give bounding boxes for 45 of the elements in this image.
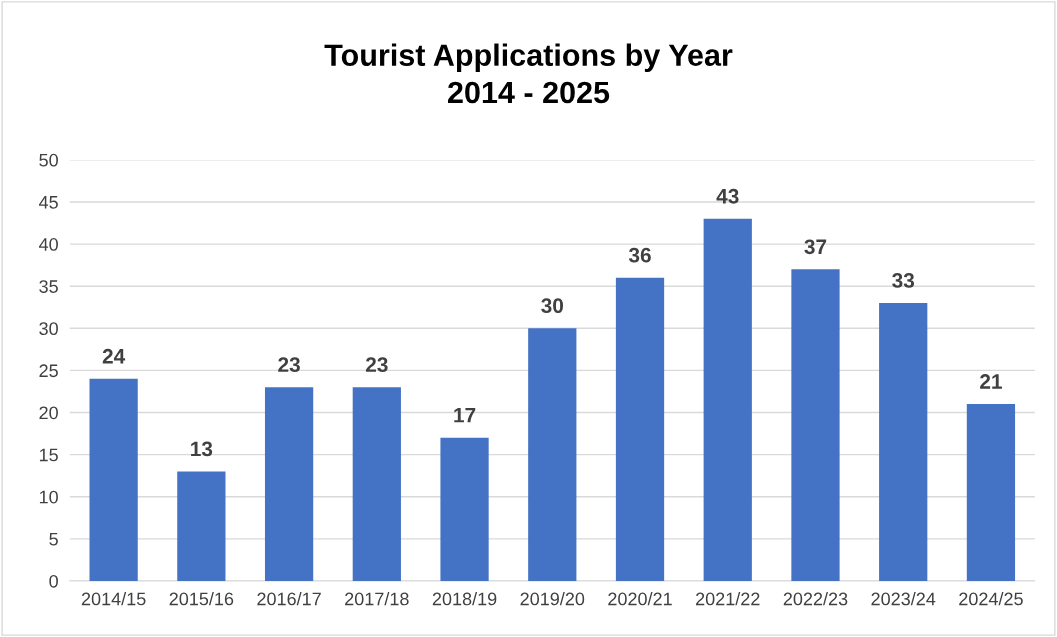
data-label: 23	[278, 357, 300, 373]
y-tick-label: 10	[39, 490, 58, 504]
bar	[440, 437, 489, 581]
data-label: 24	[102, 348, 126, 364]
bar	[89, 378, 138, 581]
bar	[352, 387, 401, 581]
bar	[177, 471, 226, 581]
x-tick-label: 2016/17	[257, 592, 321, 606]
y-tick-label: 20	[39, 406, 58, 420]
data-label: 33	[892, 273, 915, 288]
data-label: 43	[716, 188, 739, 204]
x-tick-label: 2023/24	[871, 592, 936, 606]
bar	[264, 387, 314, 581]
x-tick-label: 2018/19	[432, 592, 497, 606]
x-tick-label: 2014/15	[81, 592, 146, 606]
bar	[879, 303, 928, 581]
y-tick-label: 25	[39, 364, 58, 378]
y-tick-label: 40	[38, 238, 58, 251]
chart-title: Tourist Applications by Year 2014 - 2025	[324, 43, 733, 104]
y-tick-label: 5	[49, 532, 58, 546]
x-tick-label: 2015/16	[169, 592, 234, 606]
bar	[966, 404, 1016, 581]
bar	[791, 269, 840, 581]
y-tick-label: 15	[39, 448, 58, 462]
x-tick-label: 2017/18	[345, 592, 409, 606]
data-label: 23	[365, 357, 388, 373]
x-tick-label: 2024/25	[959, 592, 1023, 606]
data-label: 17	[454, 408, 476, 423]
bar	[528, 328, 577, 581]
x-tick-label: 2022/23	[783, 592, 848, 606]
bar	[615, 277, 665, 581]
y-tick-label: 0	[49, 574, 58, 588]
data-label: 30	[541, 298, 564, 314]
x-tick-label: 2019/20	[520, 592, 585, 606]
y-tick-label: 35	[39, 280, 58, 293]
data-label: 13	[191, 441, 213, 457]
data-label: 37	[804, 239, 827, 255]
data-label: 21	[980, 374, 1002, 389]
y-tick-label: 30	[39, 322, 58, 336]
bar	[703, 218, 752, 581]
y-tick-label: 45	[38, 196, 58, 209]
data-label: 36	[628, 247, 651, 263]
x-tick-label: 2021/22	[696, 592, 760, 606]
y-tick-label: 50	[39, 153, 58, 167]
x-tick-label: 2020/21	[608, 592, 672, 606]
